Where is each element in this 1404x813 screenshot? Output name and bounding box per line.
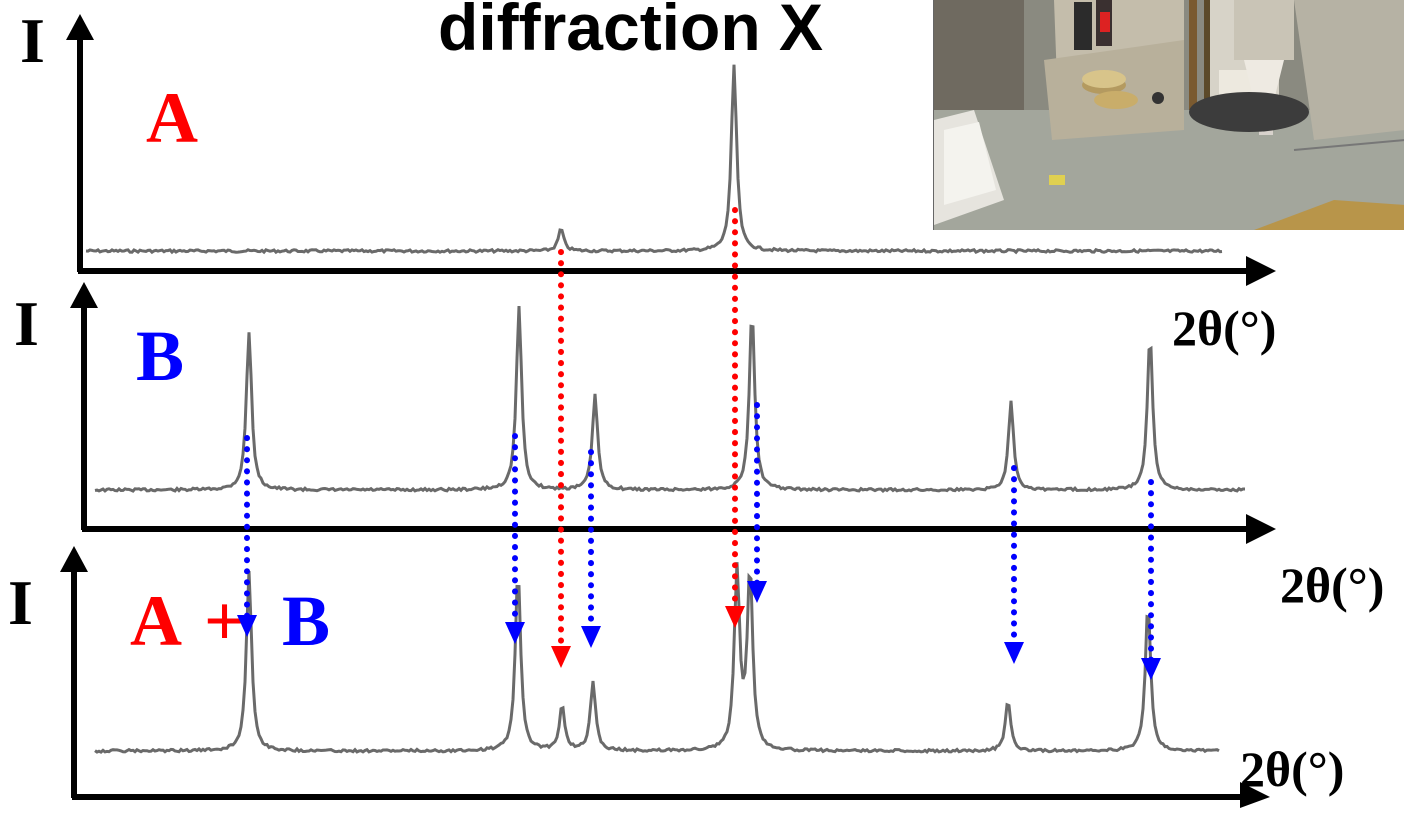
panel-ab-x-arrowhead [1240, 782, 1270, 808]
panel-ab-label-a: A [130, 581, 182, 661]
panel-a-y-label: I [20, 5, 45, 76]
blue-arrow-5-arrowhead [1004, 642, 1024, 664]
panel-ab-pattern-trace [94, 562, 1220, 754]
diffractometer-photo [933, 0, 1404, 230]
panel-a-pattern-trace [85, 64, 1223, 255]
panel-ab-label-b: B [282, 581, 330, 661]
panel-b-label: B [136, 316, 184, 396]
panel-a-x-arrowhead [1246, 256, 1276, 286]
figure-title: diffraction X [438, 0, 823, 64]
panel-b-x-label: 2θ(°) [1280, 557, 1384, 613]
panel-ab-x-label: 2θ(°) [1240, 741, 1344, 797]
panel-b-y-arrowhead [70, 282, 98, 308]
red-arrow-2-arrowhead [725, 606, 745, 628]
panel-ab: I A + B 2θ(°) [8, 546, 1344, 808]
panel-b: I B 2θ(°) [14, 282, 1384, 613]
panel-ab-y-label: I [8, 567, 33, 638]
panel-b-x-arrowhead [1246, 514, 1276, 544]
blue-arrow-2-arrowhead [505, 622, 525, 644]
panel-a-y-arrowhead [66, 14, 94, 40]
red-arrow-1-arrowhead [551, 646, 571, 668]
panel-a-label: A [146, 78, 198, 158]
panel-a-x-label: 2θ(°) [1172, 300, 1276, 356]
panel-ab-y-arrowhead [60, 546, 88, 572]
peak-correspondence-arrows [237, 207, 1161, 680]
blue-arrow-4-arrowhead [747, 581, 767, 603]
panel-ab-label-plus: + [204, 581, 245, 661]
diffractometer-photo-drawing [934, 0, 1404, 230]
blue-arrow-3-arrowhead [581, 626, 601, 648]
panel-b-pattern-trace [94, 305, 1245, 494]
panel-a: I A 2θ(°) [20, 5, 1276, 356]
blue-arrow-1-arrowhead [237, 615, 257, 637]
panel-b-y-label: I [14, 288, 39, 359]
blue-arrow-6-arrowhead [1141, 658, 1161, 680]
